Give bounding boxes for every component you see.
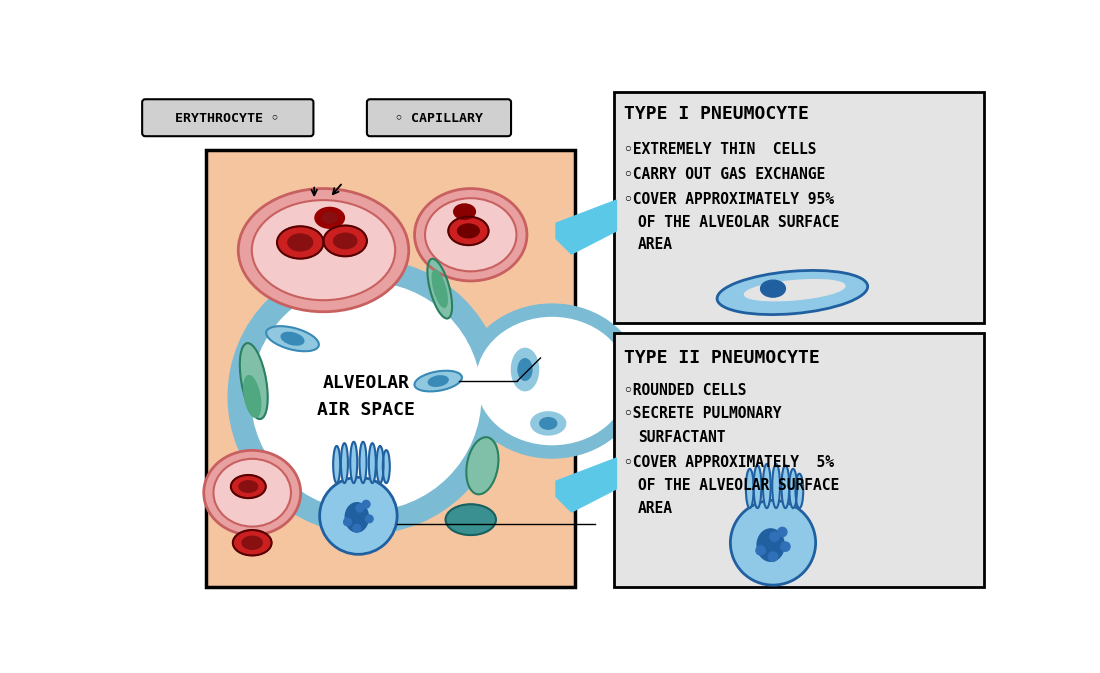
Ellipse shape [204, 450, 300, 535]
Ellipse shape [360, 441, 366, 483]
Circle shape [362, 501, 370, 508]
Polygon shape [556, 458, 616, 512]
Ellipse shape [463, 304, 641, 458]
Ellipse shape [345, 503, 368, 532]
Ellipse shape [333, 234, 356, 248]
Circle shape [320, 477, 397, 555]
Text: ◦COVER APPROXIMATELY  5%: ◦COVER APPROXIMATELY 5% [624, 455, 834, 470]
Ellipse shape [350, 441, 358, 483]
Ellipse shape [266, 326, 319, 351]
Ellipse shape [252, 200, 395, 300]
Ellipse shape [341, 444, 348, 483]
Text: ALVEOLAR
AIR SPACE: ALVEOLAR AIR SPACE [317, 374, 415, 419]
Ellipse shape [512, 349, 539, 391]
Circle shape [353, 524, 361, 532]
Ellipse shape [763, 464, 771, 508]
Text: ◦ CAPILLARY: ◦ CAPILLARY [395, 112, 483, 125]
Ellipse shape [415, 188, 527, 281]
Circle shape [730, 501, 815, 585]
Ellipse shape [449, 217, 488, 245]
Ellipse shape [453, 204, 475, 219]
Ellipse shape [277, 226, 323, 258]
Text: ◦COVER APPROXIMATELY 95%: ◦COVER APPROXIMATELY 95% [624, 192, 834, 207]
Circle shape [778, 528, 786, 536]
Text: AREA: AREA [638, 237, 673, 252]
Ellipse shape [754, 465, 761, 508]
Circle shape [365, 515, 373, 523]
Ellipse shape [757, 529, 784, 561]
Circle shape [770, 532, 779, 541]
Ellipse shape [288, 234, 312, 251]
Ellipse shape [476, 318, 628, 445]
Ellipse shape [458, 224, 480, 238]
Ellipse shape [772, 464, 780, 508]
Ellipse shape [376, 446, 384, 483]
Ellipse shape [242, 536, 262, 549]
Ellipse shape [790, 469, 798, 508]
Bar [614, 92, 983, 323]
Circle shape [768, 552, 778, 561]
Ellipse shape [795, 474, 803, 508]
Ellipse shape [425, 198, 517, 271]
Ellipse shape [760, 280, 785, 297]
Ellipse shape [746, 469, 754, 508]
Text: OF THE ALVEOLAR SURFACE: OF THE ALVEOLAR SURFACE [638, 478, 839, 493]
Text: ◦CARRY OUT GAS EXCHANGE: ◦CARRY OUT GAS EXCHANGE [624, 167, 825, 182]
Ellipse shape [231, 475, 266, 498]
Circle shape [343, 518, 351, 526]
Text: TYPE II PNEUMOCYTE: TYPE II PNEUMOCYTE [624, 349, 820, 367]
FancyBboxPatch shape [142, 99, 314, 136]
Ellipse shape [428, 259, 452, 318]
Text: SURFACTANT: SURFACTANT [638, 429, 726, 445]
Ellipse shape [531, 412, 565, 435]
Ellipse shape [282, 332, 304, 345]
Text: ◦EXTREMELY THIN  CELLS: ◦EXTREMELY THIN CELLS [624, 143, 816, 157]
Circle shape [252, 283, 481, 510]
Ellipse shape [428, 376, 448, 386]
Ellipse shape [368, 444, 376, 483]
Text: OF THE ALVEOLAR SURFACE: OF THE ALVEOLAR SURFACE [638, 215, 839, 229]
FancyBboxPatch shape [367, 99, 512, 136]
Bar [614, 333, 983, 588]
Text: ◦SECRETE PULMONARY: ◦SECRETE PULMONARY [624, 406, 782, 421]
Ellipse shape [745, 280, 845, 301]
Ellipse shape [239, 188, 409, 312]
Ellipse shape [315, 207, 344, 228]
Bar [206, 150, 575, 588]
Circle shape [228, 259, 504, 534]
Ellipse shape [323, 225, 367, 256]
Ellipse shape [240, 343, 267, 419]
Text: ◦ROUNDED CELLS: ◦ROUNDED CELLS [624, 384, 747, 398]
Ellipse shape [322, 213, 338, 223]
Text: ERYTHROCYTE ◦: ERYTHROCYTE ◦ [175, 112, 279, 125]
Ellipse shape [415, 371, 462, 392]
Circle shape [756, 546, 766, 555]
Polygon shape [556, 200, 616, 254]
Ellipse shape [717, 271, 868, 314]
Ellipse shape [540, 418, 557, 429]
Ellipse shape [233, 530, 272, 555]
Circle shape [781, 542, 790, 551]
Ellipse shape [518, 359, 532, 380]
Ellipse shape [466, 437, 498, 495]
Ellipse shape [213, 459, 290, 526]
Circle shape [356, 504, 364, 512]
Ellipse shape [239, 481, 257, 493]
Ellipse shape [432, 270, 448, 308]
Ellipse shape [781, 465, 790, 508]
Ellipse shape [383, 450, 389, 483]
Ellipse shape [333, 446, 340, 483]
Ellipse shape [446, 504, 496, 535]
Text: TYPE I PNEUMOCYTE: TYPE I PNEUMOCYTE [624, 106, 810, 123]
Text: AREA: AREA [638, 501, 673, 516]
Ellipse shape [244, 376, 261, 417]
